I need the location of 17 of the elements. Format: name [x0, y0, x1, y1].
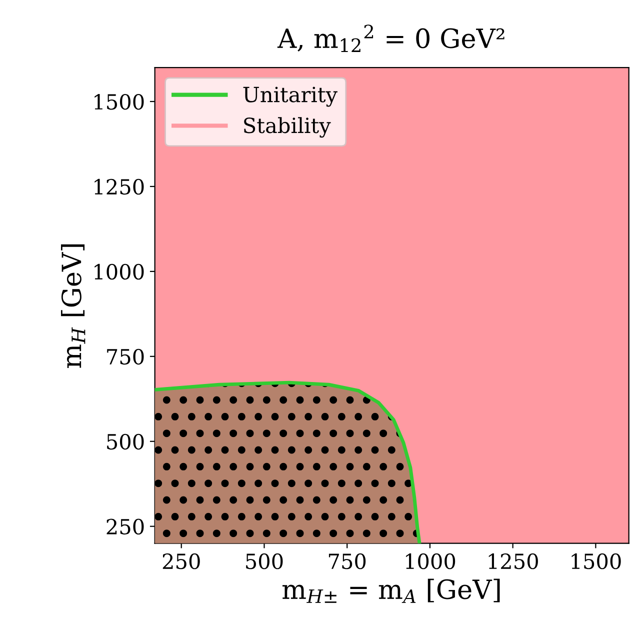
x-tick-label: 1000: [406, 553, 456, 570]
chart-title: A, m$_{12}$$^{2}$ = 0 GeV²: [277, 24, 504, 52]
x-tick-label: 500: [246, 553, 283, 570]
x-tick-label: 1250: [488, 553, 538, 570]
x-tick-label: 1500: [572, 553, 621, 570]
y-tick-label: 1500: [94, 94, 144, 110]
x-tick-label: 250: [162, 553, 200, 570]
y-tick-label: 1000: [94, 264, 144, 280]
y-tick-label: 750: [107, 348, 144, 365]
band-label: Stability: [244, 117, 331, 138]
legend-label: Unitarity: [243, 86, 338, 107]
x-tick-label: 750: [328, 553, 366, 570]
y-axis-title: m$_{H}$ [GeV]: [61, 244, 86, 368]
x-axis-title: m$_{H±}$ = m$_{A}$ [GeV]: [282, 578, 500, 603]
y-tick-label: 250: [106, 518, 144, 535]
y-tick-label: 1250: [94, 178, 144, 195]
y-tick-label: 500: [107, 434, 144, 450]
